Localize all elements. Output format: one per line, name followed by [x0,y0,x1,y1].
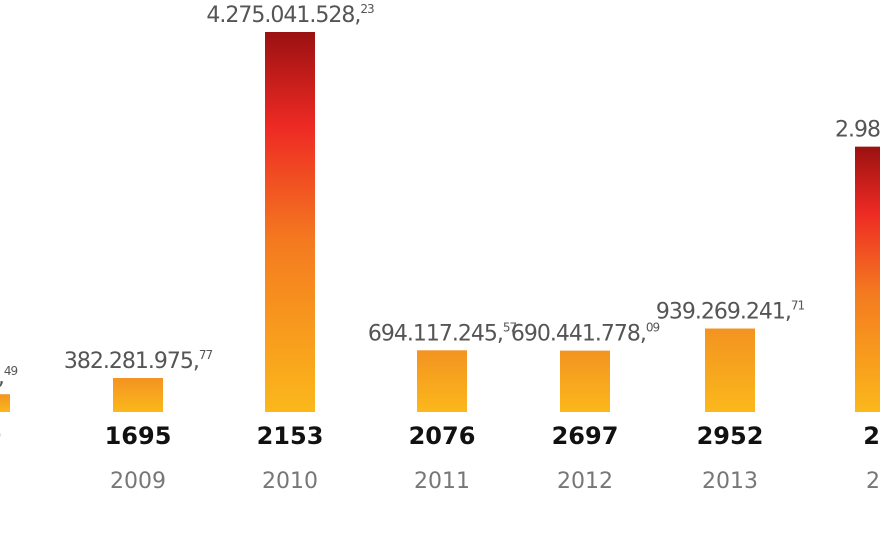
count-label-2008: 59 [0,422,2,450]
year-label-2011: 2011 [414,469,470,494]
bar-2008 [0,394,10,412]
bar-2012 [560,350,610,412]
value-label-2010: 4.275.041.528,23 [206,2,374,28]
year-label-2013: 2013 [702,469,758,494]
value-label-2008: .836,49 [0,364,17,390]
bar-2010 [265,32,315,412]
year-label-2012: 2012 [557,469,613,494]
bar-2014 [855,146,880,412]
value-label-2009: 382.281.975,77 [64,348,213,374]
value-label-2012: 690.441.778,09 [511,321,660,347]
year-label-2009: 2009 [110,469,166,494]
bar-2013 [705,328,755,412]
count-label-2014: 23 [863,422,880,450]
count-label-2009: 1695 [105,422,172,450]
bar-2009 [113,378,163,412]
count-label-2012: 2697 [552,422,619,450]
value-label-2013: 939.269.241,71 [656,299,805,325]
count-label-2010: 2153 [257,422,324,450]
value-label-2014: 2.985.20 [835,118,880,143]
year-label-2014: 20 [866,469,880,494]
bar-2011 [417,350,467,412]
value-label-2011: 694.117.245,57 [368,320,517,346]
count-label-2013: 2952 [697,422,764,450]
year-label-2010: 2010 [262,469,318,494]
count-label-2011: 2076 [409,422,476,450]
